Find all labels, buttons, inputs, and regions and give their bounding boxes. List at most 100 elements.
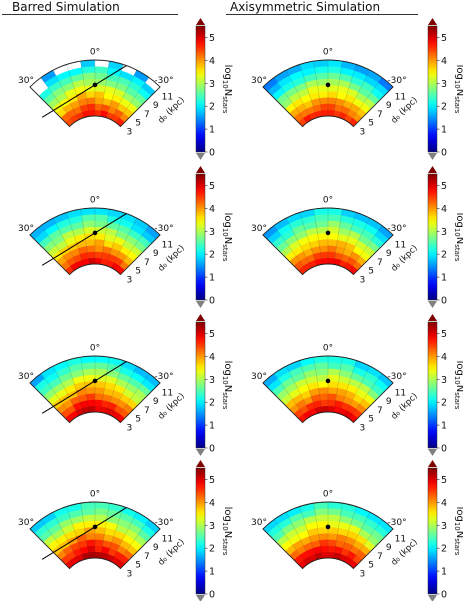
- angle-gridline: [273, 77, 307, 123]
- angle-gridline: [286, 365, 312, 417]
- density-bin: [315, 72, 329, 80]
- colorbar-tick-label: 2: [209, 250, 215, 261]
- angle-tick-label: 30°: [18, 518, 34, 528]
- colorbar-tick-label: 3: [441, 521, 447, 532]
- colorbar-tick-label: 4: [209, 56, 215, 67]
- radial-tick-label: 11: [162, 240, 173, 250]
- radial-tick-label: 5: [368, 267, 374, 277]
- density-bin: [327, 90, 338, 99]
- colorbar-tick-label: 3: [209, 79, 215, 90]
- colorbar-tick-label: 4: [441, 352, 447, 363]
- density-bin: [94, 362, 109, 370]
- angle-gridline: [66, 64, 85, 118]
- colorbar-tick-label: 5: [441, 181, 447, 192]
- colorbar-top-arrow: [196, 314, 205, 321]
- colorbar-tick-label: 1: [209, 273, 215, 284]
- center-marker: [92, 82, 98, 88]
- colorbar-tick-label: 3: [209, 227, 215, 238]
- radial-tick-label: 9: [153, 543, 159, 553]
- colorbar-tick-label: 5: [209, 475, 215, 486]
- barred-title-rule: [2, 14, 178, 15]
- colorbar-tick-label: 2: [441, 544, 447, 555]
- density-bin: [87, 103, 96, 111]
- density-bin: [314, 362, 329, 370]
- density-bin: [319, 245, 329, 253]
- wedge-outline: [29, 59, 161, 128]
- radial-tick-label: 11: [162, 92, 173, 102]
- radial-tick-label: 11: [395, 388, 406, 398]
- colorbar-tick-label: 3: [441, 375, 447, 386]
- bar-line: [41, 213, 127, 266]
- angle-gridline: [299, 64, 318, 118]
- wedge-outline: [29, 355, 161, 424]
- colorbar-label: log10Nstars: [221, 65, 233, 114]
- angle-tick-label: 30°: [251, 76, 267, 86]
- colorbar-top-arrow: [196, 460, 205, 467]
- angle-gridline: [80, 503, 90, 559]
- density-bin: [94, 545, 103, 553]
- colorbar-tick-label: 3: [209, 521, 215, 532]
- density-bin: [94, 238, 105, 247]
- density-bin: [327, 368, 341, 376]
- density-bin: [81, 362, 96, 370]
- colorbar-tick-label: 1: [441, 125, 447, 136]
- angle-gridline: [299, 506, 318, 560]
- colorbar-label: log10Nstars: [221, 361, 233, 410]
- density-bin: [319, 539, 329, 547]
- angle-gridline: [53, 365, 79, 417]
- density-bin: [327, 238, 338, 247]
- angle-tick-label: 0°: [90, 47, 100, 57]
- center-marker: [92, 524, 98, 530]
- colorbar-tick-label: 1: [209, 421, 215, 432]
- density-bin: [94, 539, 104, 547]
- center-marker: [325, 82, 331, 88]
- density-bin: [94, 245, 104, 253]
- density-bin: [320, 251, 329, 259]
- density-bin: [314, 66, 329, 74]
- density-bin: [327, 386, 338, 395]
- density-bin: [327, 399, 336, 407]
- angle-gridline: [80, 357, 90, 413]
- colorbar: 0 1 2 3 4 5 log10Nstars: [427, 314, 463, 456]
- angle-gridline: [313, 209, 323, 265]
- wedge-outline: [29, 501, 161, 570]
- density-bin: [327, 362, 342, 370]
- colorbar-tick-label: 2: [441, 250, 447, 261]
- angle-gridline: [273, 225, 307, 271]
- angle-tick-label: 0°: [323, 47, 333, 57]
- density-bin: [94, 386, 105, 395]
- density-bin: [81, 66, 96, 74]
- angle-gridline: [66, 360, 85, 414]
- density-bin: [327, 393, 337, 401]
- angle-gridline: [40, 519, 74, 565]
- radial-tick-label: 5: [135, 415, 141, 425]
- density-bin: [318, 238, 329, 247]
- angle-gridline: [344, 365, 370, 417]
- density-bin: [85, 238, 96, 247]
- density-bin: [327, 545, 336, 553]
- colorbar-tick-label: 5: [209, 329, 215, 340]
- colorbar-tick-label: 0: [441, 590, 447, 601]
- angle-tick-label: -30°: [387, 76, 406, 86]
- radial-tick-label: 5: [368, 561, 374, 571]
- colorbar-label: log10Nstars: [221, 213, 233, 262]
- radial-tick-label: 5: [368, 415, 374, 425]
- density-bin: [319, 97, 329, 105]
- density-bin: [86, 97, 96, 105]
- angle-gridline: [105, 360, 124, 414]
- colorbar-label: log10Nstars: [221, 507, 233, 556]
- radial-tick-label: 5: [135, 561, 141, 571]
- density-bin: [94, 393, 104, 401]
- density-bin: [85, 386, 96, 395]
- angle-gridline: [313, 357, 323, 413]
- colorbar-gradient: [427, 467, 438, 595]
- radial-tick-label: 3: [126, 128, 132, 138]
- colorbar-top-arrow: [428, 460, 437, 467]
- density-bin: [94, 97, 104, 105]
- colorbar: 0 1 2 3 4 5 log10Nstars: [427, 166, 463, 308]
